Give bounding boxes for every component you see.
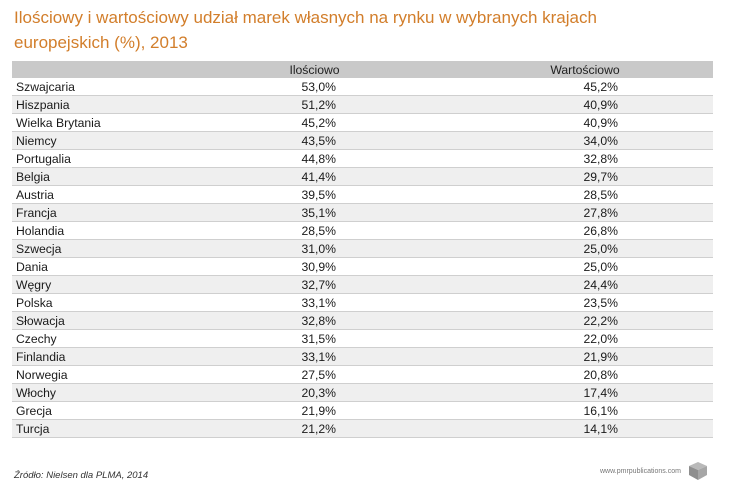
table-row: Austria 39,5% 28,5% — [12, 185, 713, 204]
country-cell: Szwajcaria — [12, 78, 172, 96]
table-row: Słowacja 32,8% 22,2% — [12, 311, 713, 330]
country-cell: Finlandia — [12, 347, 172, 366]
table-row: Wielka Brytania 45,2% 40,9% — [12, 113, 713, 132]
ilosciowo-cell: 30,9% — [172, 257, 457, 276]
table-row: Francja 35,1% 27,8% — [12, 203, 713, 222]
table-row: Holandia 28,5% 26,8% — [12, 221, 713, 240]
wartosciowo-cell: 32,8% — [457, 149, 713, 168]
wartosciowo-cell: 40,9% — [457, 95, 713, 114]
ilosciowo-cell: 44,8% — [172, 149, 457, 168]
country-cell: Słowacja — [12, 311, 172, 330]
country-cell: Grecja — [12, 401, 172, 420]
table-row: Hiszpania 51,2% 40,9% — [12, 95, 713, 114]
wartosciowo-cell: 23,5% — [457, 293, 713, 312]
ilosciowo-cell: 35,1% — [172, 203, 457, 222]
ilosciowo-cell: 41,4% — [172, 167, 457, 186]
wartosciowo-cell: 20,8% — [457, 365, 713, 384]
wartosciowo-cell: 26,8% — [457, 221, 713, 240]
wartosciowo-cell: 45,2% — [457, 78, 713, 96]
table-row: Grecja 21,9% 16,1% — [12, 401, 713, 420]
header-wartosciowo: Wartościowo — [457, 61, 713, 78]
wartosciowo-cell: 14,1% — [457, 419, 713, 438]
ilosciowo-cell: 32,8% — [172, 311, 457, 330]
table-row: Polska 33,1% 23,5% — [12, 293, 713, 312]
ilosciowo-cell: 39,5% — [172, 185, 457, 204]
country-cell: Austria — [12, 185, 172, 204]
country-cell: Portugalia — [12, 149, 172, 168]
chart-title: Ilościowy i wartościowy udział marek wła… — [14, 8, 597, 52]
country-cell: Polska — [12, 293, 172, 312]
cube-logo-icon — [689, 462, 707, 480]
wartosciowo-cell: 24,4% — [457, 275, 713, 294]
ilosciowo-cell: 51,2% — [172, 95, 457, 114]
table-row: Turcja 21,2% 14,1% — [12, 419, 713, 438]
table-row: Dania 30,9% 25,0% — [12, 257, 713, 276]
table-row: Węgry 32,7% 24,4% — [12, 275, 713, 294]
country-cell: Belgia — [12, 167, 172, 186]
wartosciowo-cell: 16,1% — [457, 401, 713, 420]
table-row: Niemcy 43,5% 34,0% — [12, 131, 713, 150]
wartosciowo-cell: 29,7% — [457, 167, 713, 186]
data-table: Ilościowo Wartościowo Szwajcaria 53,0% 45,… — [12, 61, 713, 438]
wartosciowo-cell: 28,5% — [457, 185, 713, 204]
wartosciowo-cell: 22,2% — [457, 311, 713, 330]
wartosciowo-cell: 25,0% — [457, 239, 713, 258]
table-row: Norwegia 27,5% 20,8% — [12, 365, 713, 384]
ilosciowo-cell: 21,2% — [172, 419, 457, 438]
country-cell: Szwecja — [12, 239, 172, 258]
wartosciowo-cell: 22,0% — [457, 329, 713, 348]
ilosciowo-cell: 28,5% — [172, 221, 457, 240]
ilosciowo-cell: 20,3% — [172, 383, 457, 402]
ilosciowo-cell: 33,1% — [172, 347, 457, 366]
ilosciowo-cell: 33,1% — [172, 293, 457, 312]
table-header-row: Ilościowo Wartościowo — [12, 61, 713, 78]
ilosciowo-cell: 27,5% — [172, 365, 457, 384]
wartosciowo-cell: 25,0% — [457, 257, 713, 276]
ilosciowo-cell: 53,0% — [172, 78, 457, 96]
country-cell: Wielka Brytania — [12, 113, 172, 132]
wartosciowo-cell: 17,4% — [457, 383, 713, 402]
country-cell: Norwegia — [12, 365, 172, 384]
table-row: Szwecja 31,0% 25,0% — [12, 239, 713, 258]
ilosciowo-cell: 31,5% — [172, 329, 457, 348]
wartosciowo-cell: 34,0% — [457, 131, 713, 150]
wartosciowo-cell: 21,9% — [457, 347, 713, 366]
country-cell: Włochy — [12, 383, 172, 402]
ilosciowo-cell: 45,2% — [172, 113, 457, 132]
wartosciowo-cell: 27,8% — [457, 203, 713, 222]
header-country — [12, 61, 172, 78]
ilosciowo-cell: 43,5% — [172, 131, 457, 150]
wartosciowo-cell: 40,9% — [457, 113, 713, 132]
ilosciowo-cell: 32,7% — [172, 275, 457, 294]
ilosciowo-cell: 21,9% — [172, 401, 457, 420]
table-row: Finlandia 33,1% 21,9% — [12, 347, 713, 366]
table-row: Portugalia 44,8% 32,8% — [12, 149, 713, 168]
table-row: Szwajcaria 53,0% 45,2% — [12, 78, 713, 96]
country-cell: Dania — [12, 257, 172, 276]
header-ilosciowo: Ilościowo — [172, 61, 457, 78]
country-cell: Turcja — [12, 419, 172, 438]
country-cell: Niemcy — [12, 131, 172, 150]
table-body: Szwajcaria 53,0% 45,2% Hiszpania 51,2% 40,9% W… — [12, 78, 713, 438]
country-cell: Hiszpania — [12, 95, 172, 114]
table-row: Czechy 31,5% 22,0% — [12, 329, 713, 348]
table-row: Belgia 41,4% 29,7% — [12, 167, 713, 186]
ilosciowo-cell: 31,0% — [172, 239, 457, 258]
country-cell: Czechy — [12, 329, 172, 348]
site-url: www.pmrpublications.com — [600, 468, 681, 475]
country-cell: Holandia — [12, 221, 172, 240]
source-note: Źródło: Nielsen dla PLMA, 2014 — [14, 470, 149, 481]
table-row: Włochy 20,3% 17,4% — [12, 383, 713, 402]
country-cell: Węgry — [12, 275, 172, 294]
country-cell: Francja — [12, 203, 172, 222]
